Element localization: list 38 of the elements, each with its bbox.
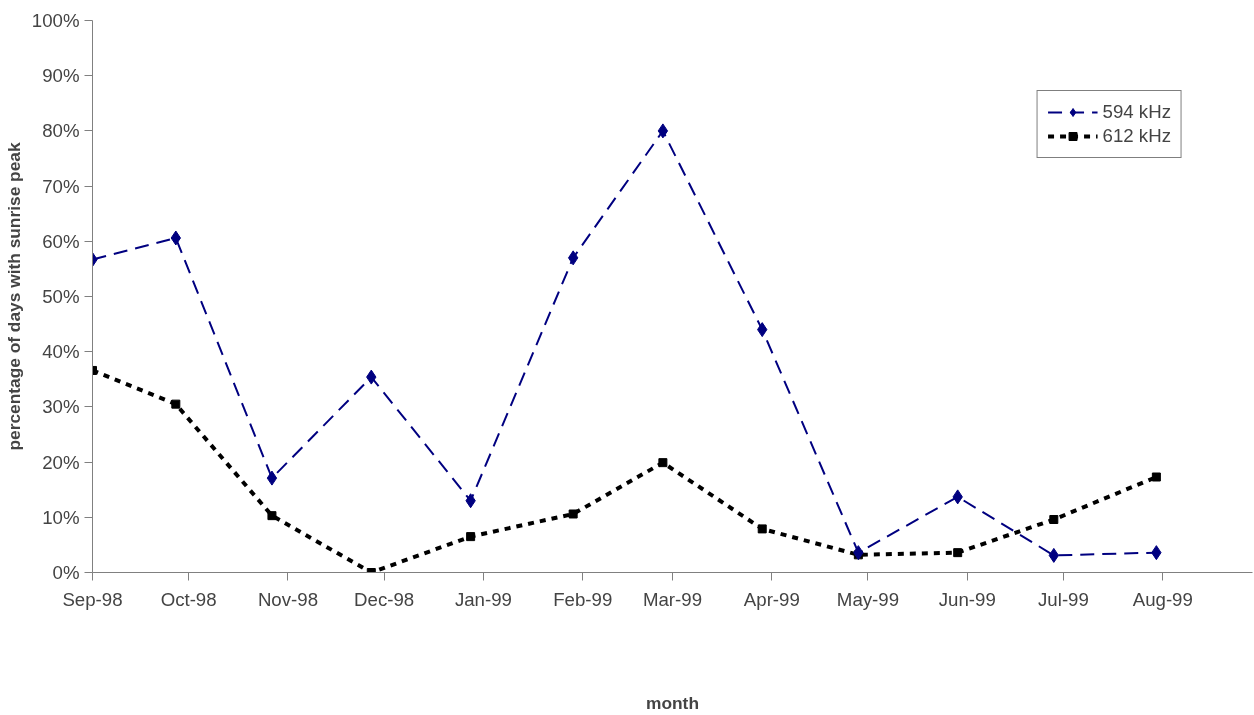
x-tick-label: Aug-99 xyxy=(1132,588,1193,610)
x-axis-title: month xyxy=(646,692,699,713)
x-tick-label: Jun-99 xyxy=(938,588,996,610)
y-tick-label: 60% xyxy=(42,230,80,252)
point xyxy=(1151,472,1161,482)
x-tick-label: Feb-99 xyxy=(553,588,613,610)
x-tick-label: Jul-99 xyxy=(1038,588,1089,610)
point xyxy=(657,123,669,139)
point xyxy=(568,509,578,519)
legend-label: 612 kHz xyxy=(1102,125,1171,147)
x-tick-label: Nov-98 xyxy=(257,588,319,610)
x-tick-label: Oct-98 xyxy=(160,588,217,610)
x-tick-label: May-99 xyxy=(836,588,900,610)
y-tick-label: 30% xyxy=(42,396,80,418)
y-tick-label: 40% xyxy=(42,341,80,363)
point xyxy=(1049,515,1059,525)
x-tick-label: Jan-99 xyxy=(454,588,512,610)
point xyxy=(953,548,963,558)
x-tick-label: Apr-99 xyxy=(743,588,800,610)
point xyxy=(658,458,668,468)
y-axis-title: percentage of days with sunrise peak xyxy=(3,142,24,451)
y-tick-label: 20% xyxy=(42,451,80,473)
point xyxy=(266,470,278,486)
point xyxy=(267,511,277,521)
point xyxy=(466,532,476,542)
point xyxy=(757,524,767,534)
x-tick-label: Sep-98 xyxy=(62,588,123,610)
y-tick-label: 70% xyxy=(42,175,80,197)
y-tick-label: 80% xyxy=(42,120,80,142)
x-tick-label: Mar-99 xyxy=(642,588,703,610)
x-tick-label: Dec-98 xyxy=(354,588,415,610)
point xyxy=(171,399,181,409)
legend-label: 594 kHz xyxy=(1102,101,1171,123)
y-tick-label: 0% xyxy=(52,562,80,583)
y-tick-label: 100% xyxy=(31,10,80,31)
y-tick-label: 90% xyxy=(42,65,80,87)
y-tick-label: 10% xyxy=(42,506,80,528)
y-tick-label: 50% xyxy=(42,286,80,307)
